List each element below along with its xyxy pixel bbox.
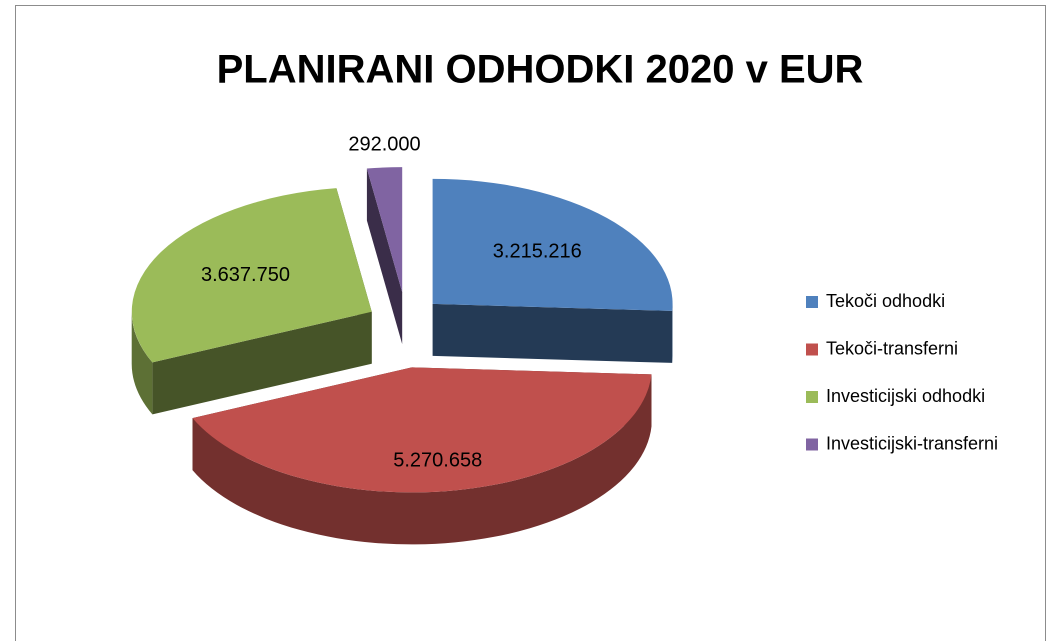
legend-label: Tekoči-transferni — [826, 338, 958, 358]
data-label: 292.000 — [348, 134, 420, 156]
slice — [366, 167, 403, 293]
data-label: 5.270.658 — [393, 449, 482, 471]
legend-swatch — [806, 296, 818, 308]
slice-side — [152, 311, 372, 415]
legend-swatch — [806, 343, 818, 356]
slice-side — [366, 168, 403, 345]
data-label: 3.215.216 — [493, 241, 582, 263]
data-label: 3.637.750 — [201, 264, 290, 286]
legend-label: Investicijski-transferni — [826, 433, 998, 453]
slice — [192, 367, 652, 493]
legend-swatch — [806, 438, 818, 451]
slice — [432, 178, 673, 311]
chart-title: PLANIRANI ODHODKI 2020 v EUR — [217, 48, 864, 92]
slice-wall — [192, 374, 652, 545]
slice-side — [432, 303, 673, 363]
legend-label: Tekoči odhodki — [826, 291, 945, 311]
slice-wall — [131, 311, 153, 415]
legend-swatch — [806, 391, 818, 403]
legend-label: Investicijski odhodki — [826, 386, 985, 406]
slice — [131, 188, 372, 363]
